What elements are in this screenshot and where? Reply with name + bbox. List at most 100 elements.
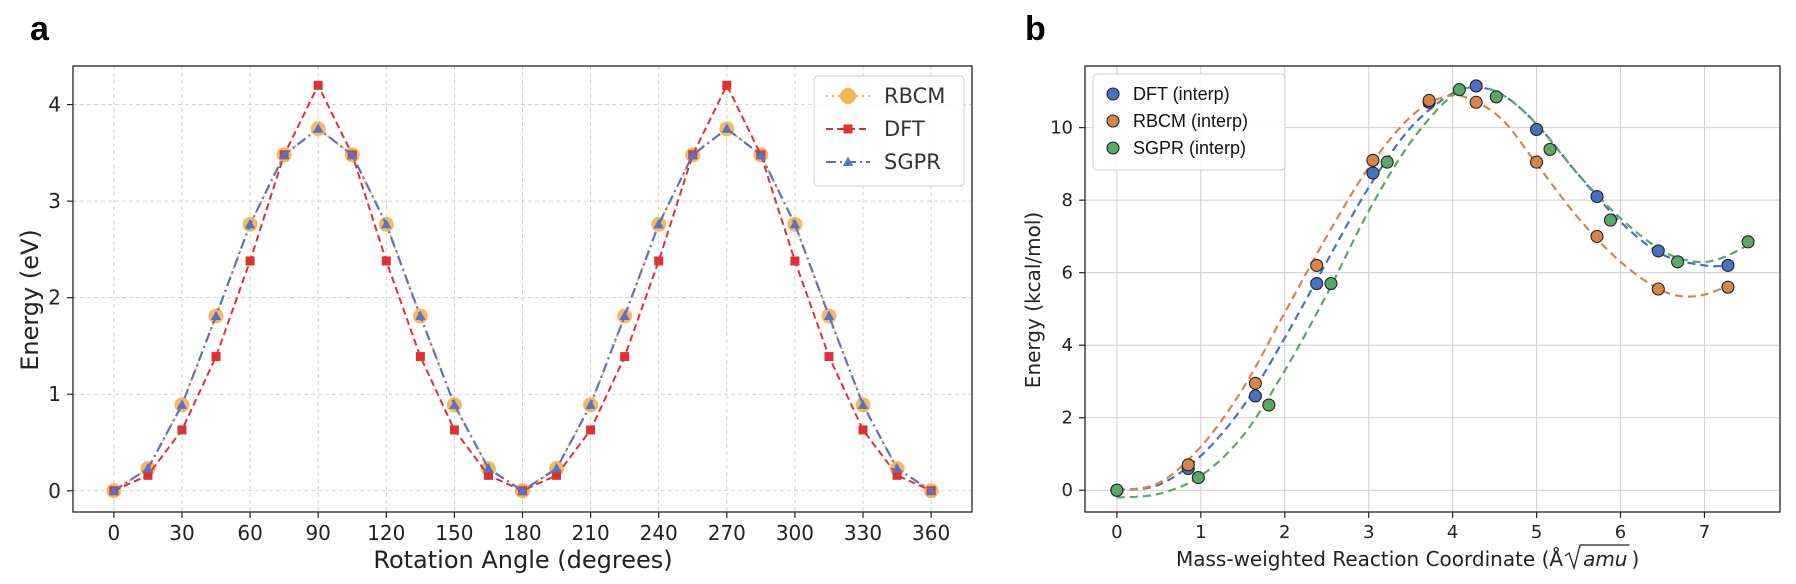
chart-b-x-tick-label: 6 [1615, 522, 1626, 543]
chart-a-point-dft [449, 425, 459, 435]
chart-b-point-rbcm-interp [1422, 93, 1436, 107]
chart-b-point-dft-interp [1366, 166, 1380, 180]
chart-a-point-dft [858, 425, 868, 435]
chart-a-y-tick-label: 4 [48, 93, 61, 117]
chart-a-point-sgpr [210, 310, 222, 321]
chart-a-point-dft [552, 470, 562, 480]
chart-a-series-sgpr [108, 123, 937, 495]
chart-a-point-sgpr [415, 310, 426, 321]
chart-b-point-sgpr-interp [1262, 398, 1276, 412]
chart-a-point-sgpr [891, 463, 903, 473]
chart-a-point-sgpr [381, 218, 392, 229]
chart-b-point-dft-interp [1469, 79, 1483, 93]
chart-b-point-sgpr-interp [1489, 90, 1503, 104]
chart-b-y-tick-label: 2 [1062, 408, 1073, 429]
chart-b-point-dft-interp [1310, 277, 1324, 291]
chart-b-y-tick-label: 6 [1062, 263, 1073, 284]
chart-b-point-sgpr-interp [1380, 155, 1394, 169]
chart-b-point-rbcm-interp [1248, 376, 1262, 390]
chart-a-y-tick-label: 3 [48, 189, 61, 213]
chart-a-point-dft [620, 352, 630, 362]
chart-b-point-rbcm-interp [1366, 153, 1380, 167]
chart-a-point-sgpr [244, 218, 256, 229]
chart-a-point-dft [790, 256, 800, 266]
legend-label-sgpr-interp: SGPR (interp) [1133, 138, 1246, 158]
chart-a-point-sgpr [721, 123, 733, 133]
chart-a-x-axis: 0 30 60 90 120 150 180 210 240 270 300 330 360 [107, 512, 950, 545]
panel-a-label: a [30, 10, 50, 48]
chart-b-x-tick-label: 4 [1447, 522, 1458, 543]
chart-a-x-tick-label: 300 [776, 521, 814, 545]
chart-b-point-dft-interp [1530, 122, 1544, 137]
legend-swatch-marker [840, 88, 856, 104]
chart-a-point-sgpr [653, 218, 664, 229]
chart-a-point-sgpr [687, 149, 698, 159]
chart-b-ylabel: Energy (kcal/mol) [1021, 212, 1045, 388]
chart-a-point-sgpr [483, 463, 494, 473]
chart-b-point-dft-interp [1651, 244, 1665, 258]
chart-a-ylabel: Energy (eV) [16, 229, 44, 371]
chart-a-x-tick-label: 30 [169, 521, 194, 545]
chart-b-frame [1084, 65, 1781, 513]
chart-a-point-sgpr [755, 149, 767, 159]
chart-b-point-sgpr-interp [1452, 83, 1466, 97]
chart-b-x-tick-label: 2 [1279, 522, 1290, 543]
chart-b-x-tick-label: 1 [1195, 522, 1206, 543]
chart-a-point-sgpr [585, 399, 596, 409]
chart-a-x-tick-label: 60 [237, 521, 262, 545]
chart-a-x-tick-label: 240 [640, 521, 678, 545]
chart-b-xlabel-close: ) [1631, 547, 1639, 571]
chart-b-point-rbcm-interp [1590, 229, 1604, 243]
chart-b-point-sgpr-interp [1191, 471, 1205, 485]
chart-b-point-sgpr-interp [1671, 255, 1685, 269]
chart-b-point-rbcm-interp [1310, 258, 1324, 272]
chart-b-y-tick-label: 8 [1062, 190, 1073, 211]
chart-a-x-tick-label: 180 [503, 521, 541, 545]
chart-a-point-dft [211, 352, 221, 362]
chart-b-point-sgpr-interp [1603, 213, 1617, 227]
chart-a-xlabel: Rotation Angle (degrees) [373, 546, 672, 574]
chart-b-x-tick-label: 5 [1531, 522, 1542, 543]
legend-swatch-marker [1106, 87, 1120, 101]
chart-b-y-tick-label: 4 [1062, 335, 1073, 356]
chart-b-xlabel: Mass-weighted Reaction Coordinate (Å amu… [1176, 544, 1639, 571]
chart-b-series-dft-interp [1116, 86, 1730, 492]
chart-a-x-tick-label: 270 [708, 521, 746, 545]
chart-a-x-tick-label: 360 [912, 521, 950, 545]
chart-a-point-sgpr [823, 310, 835, 321]
chart-b-curve-dft-interp [1116, 86, 1730, 492]
legend-swatch-marker [1106, 141, 1120, 155]
chart-b-legend: DFT (interp) RBCM (interp) SGPR (interp) [1092, 73, 1286, 171]
chart-a-point-dft [381, 256, 391, 266]
legend-swatch-marker [843, 124, 853, 134]
chart-a: 0 30 60 90 120 150 180 210 240 270 300 330 360 0 1 2 3 4 R… [48, 65, 973, 545]
chart-b-x-axis: 0 1 2 3 4 5 6 7 [1111, 512, 1710, 543]
chart-b-y-axis: 0 2 4 6 8 10 [1050, 118, 1085, 501]
legend-label-sgpr: SGPR [884, 150, 941, 174]
chart-b-curve-rbcm-interp [1116, 93, 1731, 492]
chart-a-y-tick-label: 0 [48, 479, 61, 503]
chart-a-legend-box [813, 75, 965, 187]
chart-a-point-sgpr [312, 123, 324, 133]
legend-label-dft: DFT [884, 117, 925, 141]
chart-a-x-tick-label: 90 [305, 521, 330, 545]
chart-a-point-dft [654, 256, 664, 266]
chart-b-point-rbcm-interp [1721, 280, 1735, 294]
chart-b-legend-box [1092, 73, 1286, 171]
chart-b-point-sgpr-interp [1110, 483, 1124, 497]
chart-a-point-sgpr [619, 310, 630, 321]
legend-label-rbcm: RBCM [884, 84, 945, 108]
chart-a-point-dft [483, 470, 493, 480]
chart-a-legend: RBCM DFT SGPR [813, 75, 965, 187]
chart-b-point-dft-interp [1590, 189, 1604, 204]
chart-a-point-dft [143, 470, 153, 480]
chart-b-y-tick-label: 10 [1050, 118, 1073, 139]
chart-b-x-tick-label: 7 [1699, 522, 1710, 543]
chart-b-point-dft-interp [1248, 389, 1262, 403]
chart-b-point-dft-interp [1721, 258, 1735, 272]
chart-b-x-tick-label: 0 [1111, 522, 1122, 543]
chart-a-x-tick-label: 120 [367, 521, 405, 545]
chart-b-point-rbcm-interp [1469, 95, 1483, 109]
chart-a-point-dft [415, 352, 425, 362]
